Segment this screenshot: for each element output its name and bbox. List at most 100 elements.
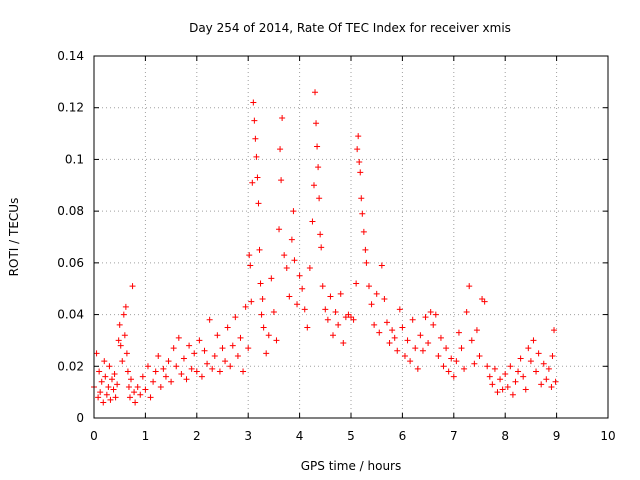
data-point (147, 394, 154, 401)
data-point (276, 226, 283, 233)
data-point (165, 358, 172, 365)
data-point (512, 378, 519, 385)
data-point (520, 373, 527, 380)
data-point (440, 363, 447, 370)
data-point (114, 381, 121, 388)
data-point (95, 394, 102, 401)
data-point (168, 378, 175, 385)
data-point (209, 365, 216, 372)
data-point (432, 311, 439, 318)
data-point (417, 332, 424, 339)
data-point (335, 321, 342, 328)
data-point (107, 396, 114, 403)
y-tick-label: 0.1 (65, 152, 84, 166)
y-tick-label: 0.06 (57, 256, 84, 270)
data-point (219, 345, 226, 352)
data-point (443, 345, 450, 352)
data-point (509, 391, 516, 398)
x-axis-label: GPS time / hours (301, 459, 402, 473)
data-point (381, 296, 388, 303)
data-point (100, 399, 107, 406)
data-point (314, 143, 321, 150)
data-point (137, 391, 144, 398)
data-point (412, 345, 419, 352)
data-point (96, 368, 103, 375)
data-point (112, 394, 119, 401)
data-point (301, 306, 308, 313)
x-tick-label: 1 (142, 429, 150, 443)
data-point (535, 350, 542, 357)
data-point (479, 296, 486, 303)
data-point (116, 321, 123, 328)
data-point (463, 308, 470, 315)
data-point (277, 146, 284, 153)
data-point (481, 298, 488, 305)
data-point (316, 195, 323, 202)
data-point (360, 228, 367, 235)
y-tick-label: 0.08 (57, 204, 84, 218)
data-point (363, 259, 370, 266)
x-tick-label: 4 (296, 429, 304, 443)
data-point (507, 363, 514, 370)
data-point (98, 378, 105, 385)
data-point (128, 376, 135, 383)
data-point (198, 373, 205, 380)
data-point (291, 257, 298, 264)
data-point (240, 368, 247, 375)
y-tick-label: 0.14 (57, 49, 84, 63)
data-point (330, 332, 337, 339)
data-point (214, 332, 221, 339)
data-point (466, 283, 473, 290)
data-point (522, 386, 529, 393)
data-point (110, 386, 117, 393)
data-point (422, 314, 429, 321)
data-point (548, 383, 555, 390)
data-point (365, 283, 372, 290)
data-point (234, 352, 241, 359)
data-point (368, 301, 375, 308)
data-point (122, 303, 129, 310)
x-tick-label: 7 (450, 429, 458, 443)
data-point (427, 308, 434, 315)
x-tick-label: 2 (193, 429, 201, 443)
data-point (186, 342, 193, 349)
data-point (273, 337, 280, 344)
data-point (458, 345, 465, 352)
data-point (257, 280, 264, 287)
data-point (278, 177, 285, 184)
data-point (256, 246, 263, 253)
data-point (259, 296, 266, 303)
data-point (525, 345, 532, 352)
data-point (101, 358, 108, 365)
data-point (242, 303, 249, 310)
data-point (312, 89, 319, 96)
data-point (283, 265, 290, 272)
data-point (93, 350, 100, 357)
data-point (103, 391, 110, 398)
data-point (471, 360, 478, 367)
data-point (378, 262, 385, 269)
data-point (229, 342, 236, 349)
data-point (399, 324, 406, 331)
data-point (201, 347, 208, 354)
data-point (102, 373, 109, 380)
data-point (132, 399, 139, 406)
data-point (296, 272, 303, 279)
data-point (373, 290, 380, 297)
data-point (358, 195, 365, 202)
data-point (383, 319, 390, 326)
x-tick-label: 10 (600, 429, 615, 443)
data-point (286, 293, 293, 300)
data-point (357, 169, 364, 176)
data-point (134, 383, 141, 390)
data-point (237, 334, 244, 341)
data-point (178, 371, 185, 378)
data-point (142, 386, 149, 393)
data-point (117, 342, 124, 349)
chart-title: Day 254 of 2014, Rate Of TEC Index for r… (189, 21, 511, 35)
data-point (489, 381, 496, 388)
data-point (125, 383, 132, 390)
data-point (517, 355, 524, 362)
data-point (504, 383, 511, 390)
data-point (108, 376, 115, 383)
